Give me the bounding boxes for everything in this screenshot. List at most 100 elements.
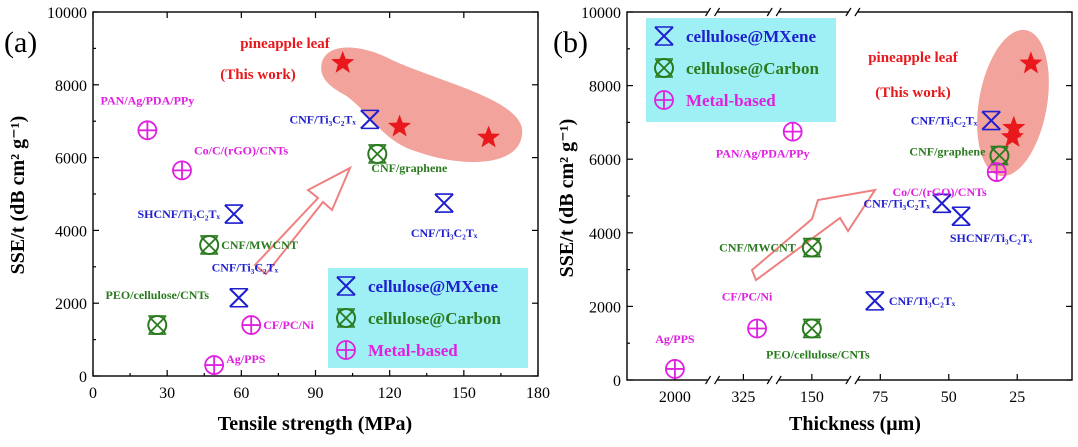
marker-plus: [337, 341, 355, 359]
highlight-label-line1: pineapple leaf: [240, 36, 331, 52]
mxene-marker: [336, 276, 356, 296]
metal-marker: [137, 120, 158, 141]
y-tick-label: 6000: [55, 151, 87, 168]
panel-b: 020004000600080001000020003251507550250 …: [553, 5, 1073, 435]
x-tick-label: 50: [941, 389, 957, 406]
work-star-marker: [476, 125, 501, 148]
metal-marker: [172, 160, 192, 181]
point-label: PEO/cellulose/CNTs: [105, 288, 209, 302]
carbon-marker: [367, 143, 388, 164]
axis-break-gap: [847, 9, 858, 15]
y-axis-title: SSE/t (dB cm² g⁻¹): [556, 119, 578, 278]
axis-break-mark: [705, 7, 721, 17]
y-tick-label: 10000: [581, 5, 621, 22]
legend-entry-label: cellulose@Carbon: [368, 309, 501, 328]
marker-cross: [803, 238, 821, 257]
x-tick-label: 75: [872, 389, 888, 406]
metal-marker: [782, 121, 803, 142]
y-tick-label: 10000: [47, 5, 87, 22]
y-tick-label: 8000: [55, 78, 87, 95]
point-label: Ag/PPS: [655, 332, 695, 346]
marker-plus: [205, 356, 224, 375]
mxene-marker: [654, 26, 674, 46]
point-label: Ag/PPS: [226, 352, 266, 366]
metal-marker: [654, 90, 674, 110]
marker-bars: [148, 315, 167, 335]
marker-cross: [654, 26, 674, 46]
marker-bars: [435, 193, 454, 213]
point-label: CNF/Ti₃C₂Tₓ: [289, 112, 356, 126]
marker-plus: [987, 163, 1006, 182]
carbon-marker: [801, 237, 822, 258]
y-tick-label: 4000: [589, 226, 621, 243]
marker-plus: [665, 359, 684, 378]
mxene-marker: [951, 206, 971, 227]
marker-bars: [655, 26, 673, 46]
marker-bars: [802, 237, 821, 258]
axis-break-mark: [845, 7, 861, 17]
point-label: CNF/Ti₃C₂Tₓ: [411, 226, 478, 240]
point-label: SHCNF/Ti₃C₂Tₓ: [950, 231, 1033, 245]
legend-entry-label: cellulose@Carbon: [686, 59, 819, 78]
highlight-label-line1: pineapple leaf: [868, 50, 959, 66]
x-tick-label: 150: [452, 385, 476, 402]
x-tick-label: 2000: [659, 389, 691, 406]
point-label: CNF/Ti₃C₂Tₓ: [911, 114, 978, 128]
x-tick-label: 30: [159, 385, 175, 402]
marker-cross: [803, 319, 821, 338]
axes: 0 2000 4000 6000 8000 10000 0 30 60 90 120 150 180: [47, 5, 550, 402]
y-tick-label: 0: [613, 373, 621, 390]
marker-cross: [434, 193, 454, 213]
marker-plus: [242, 316, 261, 335]
x-tick-label: 60: [233, 385, 249, 402]
marker-cross: [932, 193, 952, 214]
point-label: PAN/Ag/PDA/PPy: [716, 147, 810, 161]
marker-cross: [337, 309, 355, 327]
mxene-marker: [981, 110, 1001, 131]
marker-bars: [224, 204, 243, 224]
axis-break-gap: [769, 9, 780, 15]
work-star-marker: [388, 114, 412, 137]
axis-break-mark: [766, 7, 782, 17]
point-label: Co/C/(rGO)/CNTs: [194, 143, 289, 157]
x-tick-label: 25: [1009, 389, 1025, 406]
carbon-marker: [336, 308, 356, 328]
x-tick-label: 120: [378, 385, 402, 402]
y-tick-label: 0: [79, 369, 87, 386]
metal-marker: [986, 162, 1007, 182]
metal-marker: [204, 355, 225, 375]
y-axis-title: SSE/t (dB cm² g⁻¹): [7, 116, 29, 275]
point-label: CNF/Ti₃C₂Tₓ: [864, 196, 931, 210]
marker-plus: [655, 91, 673, 109]
marker-cross: [951, 206, 971, 226]
marker-bars: [865, 291, 884, 311]
axis-break-gap: [707, 9, 718, 15]
point-label: SHCNF/Ti₃C₂Tₓ: [137, 207, 220, 221]
carbon-marker: [199, 234, 220, 255]
work-star-marker: [1019, 51, 1043, 74]
marker-cross: [368, 145, 386, 163]
work-star-marker: [1000, 124, 1025, 147]
marker-plus: [173, 161, 191, 180]
axis-break-mark: [766, 375, 782, 385]
legend-entry-label: cellulose@MXene: [368, 277, 499, 296]
legend-entry-label: cellulose@MXene: [686, 27, 817, 46]
legend-entry-label: Metal-based: [686, 91, 776, 110]
highlight-label-line2: (This work): [220, 67, 295, 83]
metal-marker: [241, 315, 262, 335]
marker-bars: [337, 276, 355, 296]
axis-break-mark: [705, 375, 721, 385]
marker-plus: [748, 319, 767, 338]
metal-marker: [665, 359, 685, 379]
work-star-marker: [331, 50, 355, 73]
legend: cellulose@MXene cellulose@Carbon Metal-bas…: [328, 268, 528, 368]
y-tick-label: 4000: [55, 223, 87, 240]
point-label: CNF/MWCNT: [221, 238, 298, 252]
axis-break-mark: [845, 375, 861, 385]
point-label: CNF/Ti₃C₂Tₓ: [212, 261, 279, 275]
marker-cross: [990, 146, 1009, 165]
highlight-region: [321, 47, 523, 163]
marker-bars: [360, 109, 379, 130]
